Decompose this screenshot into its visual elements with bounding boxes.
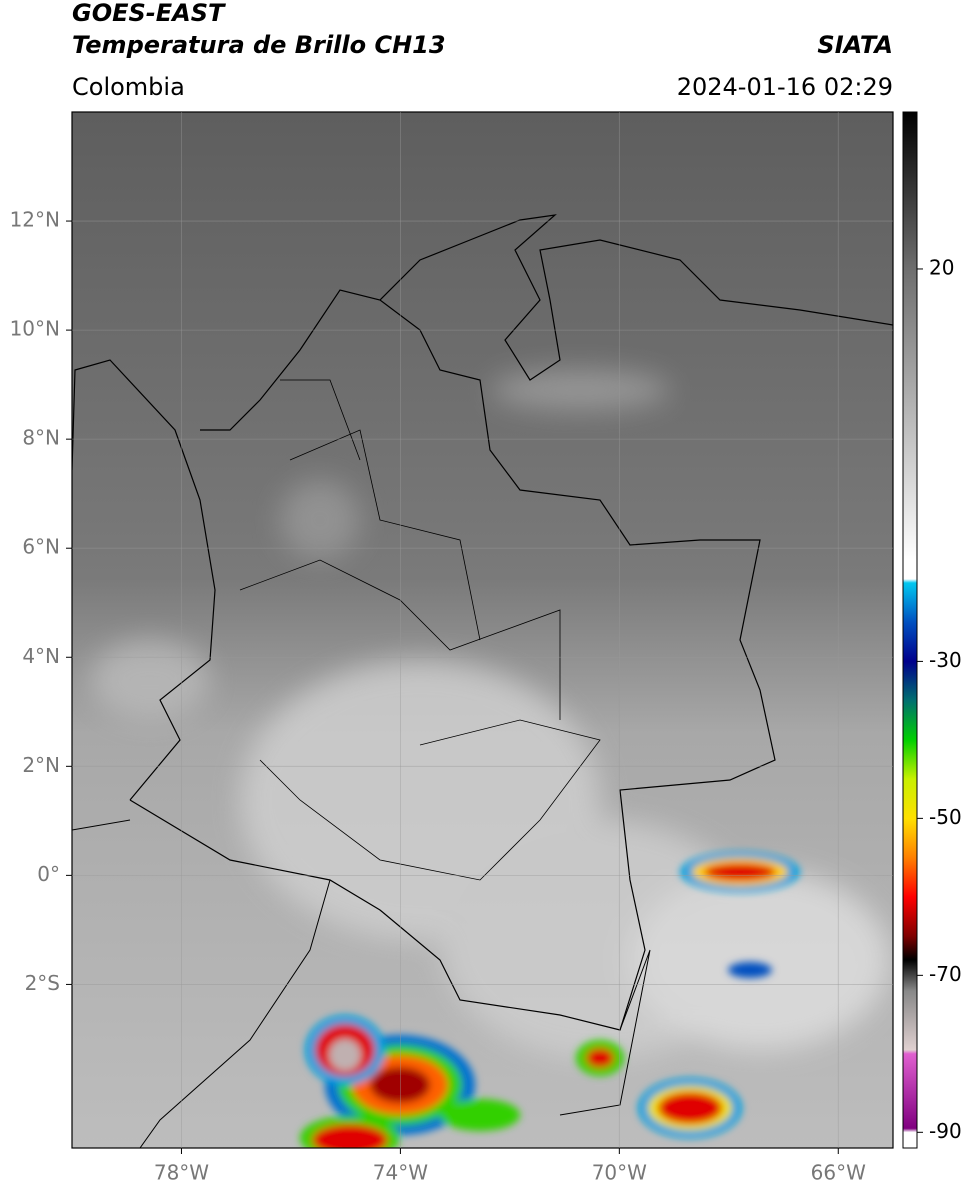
x-tick-label: 66°W	[811, 1161, 866, 1185]
y-tick-label: 8°N	[22, 426, 60, 450]
title: GOES-EAST	[72, 0, 226, 27]
y-tick-label: 4°N	[22, 644, 60, 668]
map-frame	[71, 111, 894, 1149]
y-tick-label: 0°	[37, 862, 60, 886]
colorbar-tick-label: -90	[929, 1119, 962, 1143]
y-tick-label: 10°N	[10, 317, 60, 341]
satellite-image	[72, 112, 893, 1148]
colorbar-tick-label: -50	[929, 805, 962, 829]
colorbar-tick-label: -70	[929, 962, 962, 986]
timestamp: 2024-01-16 02:29	[677, 73, 893, 101]
colorbar-tick-label: -30	[929, 648, 962, 672]
x-tick-label: 70°W	[592, 1161, 647, 1185]
colorbar-tick-label: 20	[929, 255, 954, 279]
y-tick-label: 2°N	[22, 753, 60, 777]
x-tick-label: 74°W	[373, 1161, 428, 1185]
x-tick-label: 78°W	[154, 1161, 209, 1185]
subtitle: Temperatura de Brillo CH13	[72, 31, 446, 59]
y-tick-label: 2°S	[25, 971, 60, 995]
region: Colombia	[72, 73, 185, 101]
colorbar	[902, 111, 918, 1149]
source: SIATA	[817, 31, 893, 59]
y-tick-label: 12°N	[10, 208, 60, 232]
y-tick-label: 6°N	[22, 535, 60, 559]
